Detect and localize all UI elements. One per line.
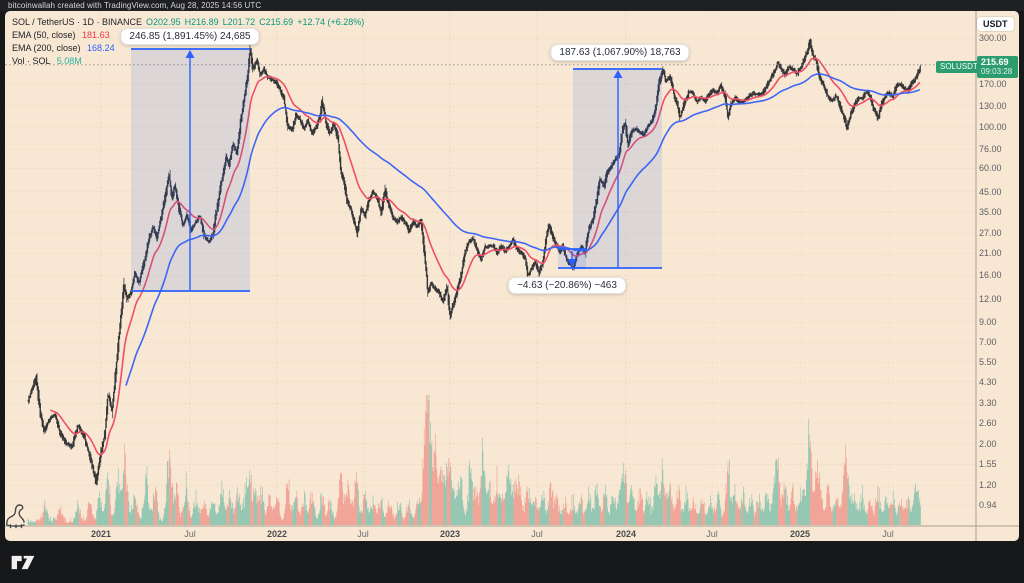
last-price-value: 215.69 bbox=[981, 57, 1009, 67]
price-tick-label: 0.94 bbox=[979, 500, 997, 510]
price-tick-label: 76.00 bbox=[979, 144, 1002, 154]
legend-volume-row[interactable]: Vol · SOL 5.08M bbox=[12, 55, 364, 68]
symbol-price-flag: SOLUSDT bbox=[936, 61, 982, 73]
dino-sticker bbox=[6, 504, 25, 529]
price-tick-label: 7.00 bbox=[979, 337, 997, 347]
time-tick-label: Jul bbox=[531, 529, 543, 539]
ohlc-close: C215.69 bbox=[259, 17, 294, 27]
volume-bars-up bbox=[27, 395, 921, 525]
axis-separators bbox=[5, 11, 1019, 541]
time-tick-label: 2022 bbox=[266, 529, 288, 539]
price-range-tool-2[interactable] bbox=[558, 248, 586, 269]
currency-toggle-button[interactable]: USDT bbox=[977, 17, 1014, 31]
measure-label-2024-rally[interactable]: 187.63 (1,067.90%) 18,763 bbox=[550, 44, 690, 61]
chart-legend: SOL / TetherUS · 1D · BINANCE O202.95 H216… bbox=[12, 16, 364, 68]
price-tick-label: 1.55 bbox=[979, 459, 997, 469]
legend-ema200-row[interactable]: EMA (200, close) 168.24 bbox=[12, 42, 364, 55]
price-tick-label: 9.00 bbox=[979, 317, 997, 327]
time-tick-label: 2024 bbox=[615, 529, 637, 539]
ema200-line bbox=[125, 73, 921, 386]
price-tick-label: 3.30 bbox=[979, 398, 997, 408]
time-tick-label: 2021 bbox=[90, 529, 112, 539]
price-tick-label: 45.00 bbox=[979, 187, 1002, 197]
price-tick-label: 12.00 bbox=[979, 294, 1002, 304]
attribution-bar: bitcoinwallah created with TradingView.c… bbox=[0, 0, 1024, 11]
price-tick-label: 130.00 bbox=[979, 101, 1007, 111]
ema50-label: EMA (50, close) bbox=[12, 30, 76, 40]
price-tick-label: 21.00 bbox=[979, 248, 1002, 258]
price-tick-label: 4.30 bbox=[979, 377, 997, 387]
measure-label-2023-drawdown[interactable]: −4.63 (−20.86%) −463 bbox=[508, 277, 626, 294]
last-price-badge: 215.69 09:03:28 bbox=[977, 56, 1018, 78]
price-tick-label: 170.00 bbox=[979, 79, 1007, 89]
time-tick-label: Jul bbox=[882, 529, 894, 539]
price-tick-label: 1.20 bbox=[979, 480, 997, 490]
price-tick-label: 100.00 bbox=[979, 122, 1007, 132]
attribution-text: bitcoinwallah created with TradingView.c… bbox=[8, 1, 262, 10]
price-tick-label: 2.60 bbox=[979, 418, 997, 428]
time-tick-label: Jul bbox=[706, 529, 718, 539]
volume-bars-down bbox=[36, 395, 909, 525]
time-tick-label: 2025 bbox=[789, 529, 811, 539]
price-tick-label: 16.00 bbox=[979, 270, 1002, 280]
price-tick-label: 300.00 bbox=[979, 33, 1007, 43]
price-tick-label: 5.50 bbox=[979, 357, 997, 367]
ohlc-high: H216.89 bbox=[184, 17, 219, 27]
symbol-title: SOL / TetherUS · 1D · BINANCE bbox=[12, 17, 143, 27]
price-tick-label: 60.00 bbox=[979, 163, 1002, 173]
legend-symbol-row[interactable]: SOL / TetherUS · 1D · BINANCE O202.95 H216… bbox=[12, 16, 364, 29]
ema200-value: 168.24 bbox=[87, 43, 115, 53]
volume-value: 5.08M bbox=[56, 56, 82, 66]
price-tick-label: 27.00 bbox=[979, 228, 1002, 238]
price-range-tool-0[interactable] bbox=[131, 48, 250, 292]
branding-footer: TradingView bbox=[0, 541, 1024, 583]
ema200-label: EMA (200, close) bbox=[12, 43, 81, 53]
chart-pane-background bbox=[5, 11, 1019, 541]
measure-label-2021-rally[interactable]: 246.85 (1,891.45%) 24,685 bbox=[120, 28, 260, 45]
time-tick-label: Jul bbox=[184, 529, 196, 539]
bar-countdown: 09:03:28 bbox=[981, 67, 1013, 76]
price-tick-label: 35.00 bbox=[979, 207, 1002, 217]
ohlc-open: O202.95 bbox=[146, 17, 181, 27]
legend-ema50-row[interactable]: EMA (50, close) 181.63 bbox=[12, 29, 364, 42]
ohlc-change: +12.74 (+6.28%) bbox=[297, 17, 365, 27]
ohlc-low: L201.72 bbox=[222, 17, 256, 27]
ema50-value: 181.63 bbox=[82, 30, 110, 40]
time-tick-label: Jul bbox=[357, 529, 369, 539]
tradingview-logo-icon[interactable] bbox=[11, 553, 35, 572]
ema50-line bbox=[50, 57, 921, 456]
time-tick-label: 2023 bbox=[439, 529, 461, 539]
volume-label: Vol · SOL bbox=[12, 56, 51, 66]
price-range-tool-1[interactable] bbox=[573, 68, 662, 269]
price-tick-label: 2.00 bbox=[979, 439, 997, 449]
